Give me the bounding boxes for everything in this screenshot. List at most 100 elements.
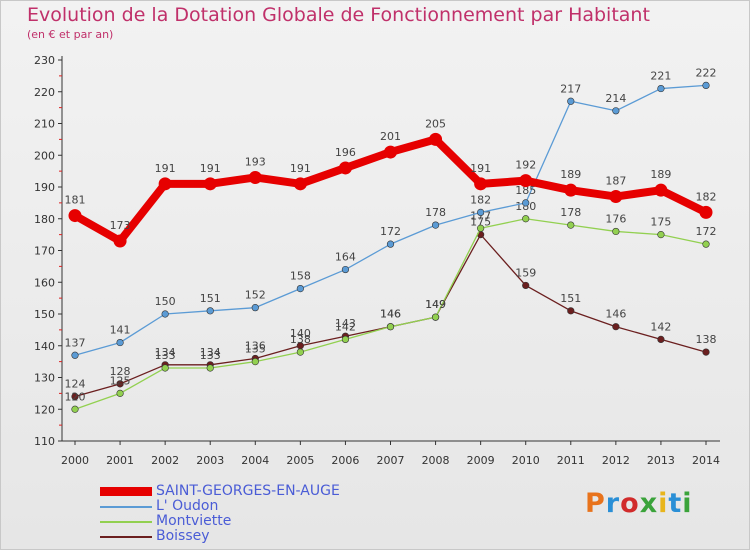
data-point [519, 174, 533, 188]
data-label: 185 [515, 184, 536, 197]
data-label: 151 [560, 292, 581, 305]
data-label: 140 [290, 327, 311, 340]
data-point [386, 240, 395, 248]
data-label: 192 [515, 159, 536, 172]
data-label: 152 [245, 289, 266, 302]
data-label: 222 [696, 66, 717, 79]
data-point [654, 183, 668, 197]
data-label: 146 [380, 308, 401, 321]
data-label: 149 [425, 298, 446, 311]
legend-label: L' Oudon [156, 498, 219, 514]
data-label: 164 [335, 251, 356, 264]
data-label: 176 [605, 212, 626, 225]
data-point [386, 323, 395, 331]
data-label: 146 [380, 308, 401, 321]
data-label: 201 [380, 130, 401, 143]
data-point [567, 307, 575, 315]
x-tick-label: 2007 [377, 454, 405, 467]
data-point [384, 145, 397, 159]
data-point [116, 338, 124, 347]
chart-subtitle: (en € et par an) [27, 28, 114, 41]
data-point [68, 209, 82, 223]
data-point [474, 177, 488, 191]
data-label: 133 [155, 349, 176, 362]
data-label: 150 [155, 295, 176, 308]
data-point [477, 208, 485, 216]
data-point [612, 107, 620, 115]
data-point [251, 304, 259, 312]
data-point [116, 389, 124, 397]
legend-swatch [100, 487, 152, 496]
y-tick-label: 220 [34, 86, 55, 99]
x-tick-label: 2004 [241, 454, 269, 467]
proxiti-logo: Proxiti [585, 488, 693, 519]
data-label: 221 [650, 70, 671, 83]
data-label: 173 [110, 219, 131, 232]
data-point [158, 177, 172, 191]
y-tick-label: 180 [34, 213, 55, 226]
data-point [251, 358, 259, 366]
y-tick-label: 140 [34, 340, 55, 353]
x-tick-label: 2000 [61, 454, 89, 467]
data-label: 142 [650, 320, 671, 333]
data-label: 159 [515, 266, 536, 279]
y-tick-label: 120 [34, 403, 55, 416]
x-tick-label: 2009 [467, 454, 495, 467]
data-label: 191 [155, 162, 176, 175]
data-point [564, 183, 578, 197]
data-point [161, 310, 169, 318]
data-point [296, 285, 304, 293]
data-label: 178 [425, 206, 446, 219]
data-label: 151 [200, 292, 221, 305]
x-tick-label: 2008 [422, 454, 450, 467]
data-label: 135 [245, 343, 266, 356]
data-point [71, 405, 79, 413]
data-label: 125 [110, 374, 131, 387]
x-tick-label: 2012 [602, 454, 630, 467]
data-label: 172 [380, 225, 401, 238]
legend-label: Boissey [156, 528, 210, 544]
data-label: 124 [65, 378, 86, 391]
x-tick-label: 2003 [196, 454, 224, 467]
data-point [296, 348, 304, 356]
data-label: 196 [335, 146, 356, 159]
legend-label: SAINT-GEORGES-EN-AUGE [156, 483, 340, 499]
data-point [71, 351, 79, 359]
data-point [567, 97, 575, 105]
data-label: 146 [605, 308, 626, 321]
data-label: 137 [65, 336, 86, 349]
data-label: 193 [245, 155, 266, 168]
data-label: 138 [696, 333, 717, 346]
data-point [612, 323, 620, 331]
data-point [206, 364, 214, 372]
data-point [71, 392, 79, 401]
data-point [702, 348, 710, 356]
y-tick-label: 190 [34, 181, 55, 194]
data-label: 128 [110, 365, 131, 378]
x-tick-label: 2014 [692, 454, 720, 467]
data-label: 205 [425, 117, 446, 130]
data-point [161, 364, 169, 372]
y-tick-label: 210 [34, 118, 55, 131]
data-label: 136 [245, 339, 266, 352]
data-label: 214 [605, 92, 626, 105]
chart-title: Evolution de la Dotation Globale de Fonc… [27, 4, 650, 26]
y-tick-label: 130 [34, 372, 55, 385]
data-label: 175 [650, 216, 671, 229]
data-label: 181 [65, 194, 86, 207]
data-point [248, 170, 262, 184]
data-label: 142 [335, 320, 356, 333]
data-point [341, 265, 350, 274]
data-point [567, 221, 575, 229]
data-point [702, 240, 710, 248]
legend-label: Montviette [156, 513, 232, 529]
data-label: 143 [335, 317, 356, 330]
data-point [522, 281, 530, 290]
data-label: 182 [696, 190, 717, 203]
data-point [341, 335, 350, 344]
data-label: 191 [200, 162, 221, 175]
data-label: 178 [560, 206, 581, 219]
data-point [657, 335, 665, 344]
data-point [522, 215, 530, 223]
